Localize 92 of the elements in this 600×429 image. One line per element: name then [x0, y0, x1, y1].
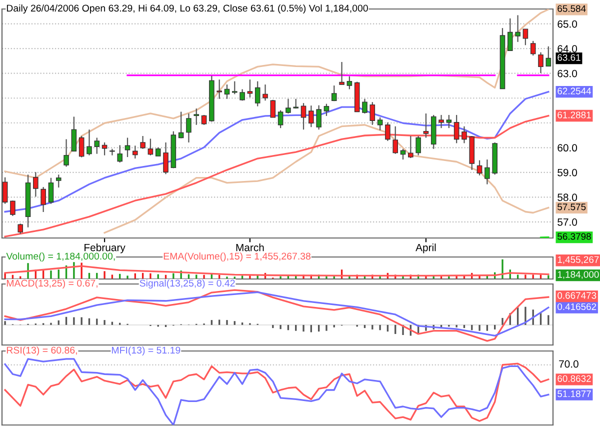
candlestick [40, 186, 46, 213]
candlestick [385, 122, 390, 142]
candlestick [56, 174, 62, 188]
y-tick-label: 60.0 [558, 144, 578, 152]
candlestick [362, 98, 368, 114]
candlestick [232, 80, 238, 95]
data-label: 56.3798 [558, 233, 591, 240]
candlestick [339, 61, 344, 86]
candlestick [163, 142, 168, 175]
candlestick [324, 103, 330, 117]
candlestick [254, 80, 260, 107]
candlestick [538, 52, 544, 74]
candlestick [201, 114, 207, 126]
text: 1,184,000 [558, 271, 599, 279]
candlestick [18, 223, 24, 234]
series-label: Volume() = 1,184,000.00, [6, 252, 115, 262]
line-series [104, 124, 550, 234]
candlestick [86, 129, 92, 156]
candlestick [484, 158, 490, 185]
candlestick [33, 172, 38, 198]
data-label: 61.2881 [558, 112, 591, 118]
y-tick-label: 58.0 [558, 194, 578, 202]
text: 63.61 [558, 54, 580, 61]
x-tick-label: February [84, 244, 126, 254]
candlestick [186, 112, 192, 143]
y-tick-label: 64.0 [558, 45, 578, 52]
y-tick-label: 65.0 [558, 20, 578, 28]
text: 0.667473 [558, 292, 596, 299]
series-label: RSI(13) = 60.86, [6, 346, 77, 356]
candlestick [416, 135, 421, 156]
candlestick [370, 102, 376, 126]
candlestick [117, 144, 122, 164]
candlestick [240, 88, 245, 102]
candlestick [10, 200, 16, 217]
candlestick [286, 98, 291, 114]
series-label: EMA(Volume(),15) = 1,455,267.38 [164, 252, 310, 262]
candlestick [438, 114, 444, 129]
text: 0.416562 [558, 303, 596, 310]
x-tick-label: April [416, 244, 436, 254]
series-label: Signal(13,25,8) = 0.42 [140, 279, 235, 289]
candlestick [110, 148, 115, 156]
chart-title: Daily 26/04/2006 Open 63.29, Hi 64.09, Lo 63.29, Close 63.61 (0.5%) Vol 1,184,000 [6, 4, 368, 14]
y-tick-label: 59.0 [558, 168, 578, 176]
candlestick [247, 79, 253, 98]
candlestick [476, 160, 482, 176]
candlestick [78, 135, 84, 158]
candlestick [508, 18, 513, 52]
data-label: 57.575 [558, 204, 586, 210]
candlestick [530, 40, 536, 56]
y-tick-label: 57.0 [558, 218, 578, 226]
candlestick [331, 84, 337, 102]
text: 60.8632 [558, 375, 591, 382]
candlestick [308, 104, 314, 128]
series-label: MACD(13,25) = 0.67, [6, 279, 98, 289]
candlestick [377, 116, 383, 131]
candlestick [140, 135, 146, 150]
candlestick [132, 145, 138, 160]
text: 51.1877 [558, 390, 591, 398]
candlestick [71, 116, 77, 152]
candlestick [454, 114, 460, 144]
candlestick [278, 110, 284, 129]
candlestick [522, 28, 528, 46]
candlestick [48, 177, 54, 204]
candlestick [346, 76, 352, 90]
candlestick [316, 104, 322, 130]
candlestick [462, 126, 467, 144]
candlestick [224, 84, 230, 100]
candlestick [64, 138, 69, 168]
data-label: 62.2544 [558, 88, 592, 94]
candlestick [408, 135, 414, 159]
candlestick [446, 114, 452, 129]
candlestick [216, 79, 222, 100]
line-series [4, 90, 550, 213]
candlestick [546, 46, 552, 67]
candlestick [194, 108, 200, 126]
candlestick [423, 112, 429, 138]
candlestick [178, 111, 184, 139]
candlestick [262, 84, 268, 102]
text: 1,455,267 [558, 256, 599, 264]
candlestick [2, 176, 8, 204]
candlestick [300, 102, 306, 130]
text: 70.0 [559, 360, 578, 368]
line-series [4, 114, 550, 238]
candlestick [392, 126, 398, 154]
series-label: MFI(13) = 51.19 [112, 346, 180, 356]
x-tick-label: March [236, 244, 264, 252]
candlestick [148, 138, 154, 156]
data-label: 65.584 [558, 5, 586, 12]
y-tick-label: 63.0 [558, 70, 578, 78]
candlestick [515, 14, 520, 42]
candlestick [94, 137, 100, 154]
candlestick [270, 99, 276, 118]
